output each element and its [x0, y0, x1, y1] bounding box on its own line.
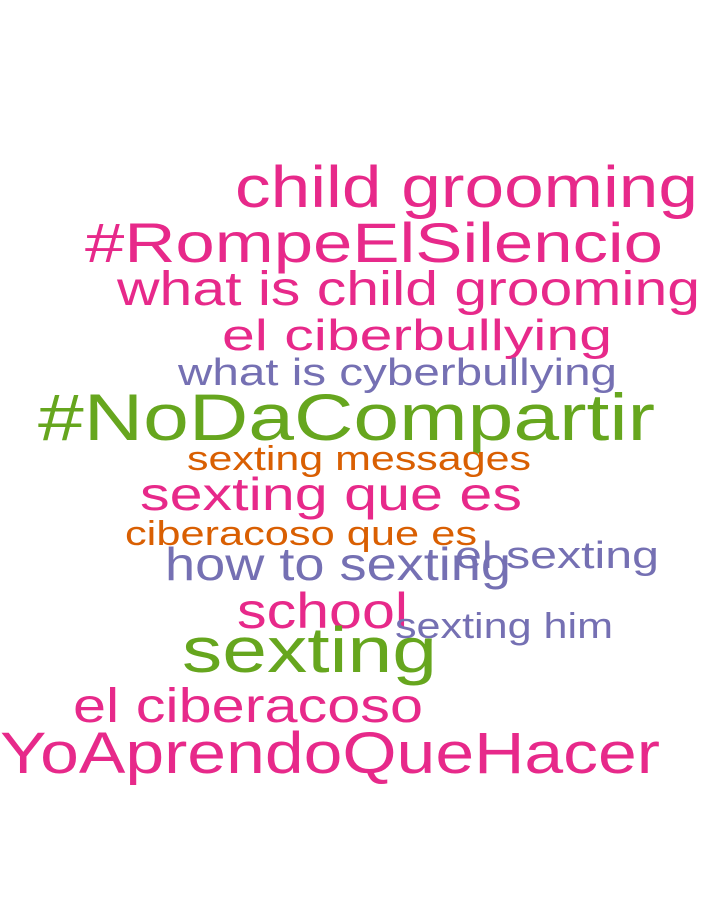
word: school — [237, 583, 408, 639]
word: sexting him — [395, 605, 613, 646]
word: sexting — [182, 614, 437, 686]
word: how to sexting — [165, 538, 511, 590]
word: YoAprendoQueHacer — [0, 721, 660, 786]
word: what is child grooming — [116, 263, 700, 316]
word: el ciberacoso — [73, 680, 423, 733]
word: sexting que es — [140, 468, 522, 520]
word: el sexting — [455, 535, 659, 577]
word: #NoDaCompartir — [38, 380, 655, 454]
word: sexting messages — [187, 440, 531, 478]
word: what is cyberbullying — [177, 352, 617, 394]
word: child grooming — [235, 155, 698, 220]
word: ciberacoso que es — [125, 515, 477, 553]
word: #RompeElSilencio — [85, 211, 663, 274]
word: el ciberbullying — [222, 311, 612, 360]
